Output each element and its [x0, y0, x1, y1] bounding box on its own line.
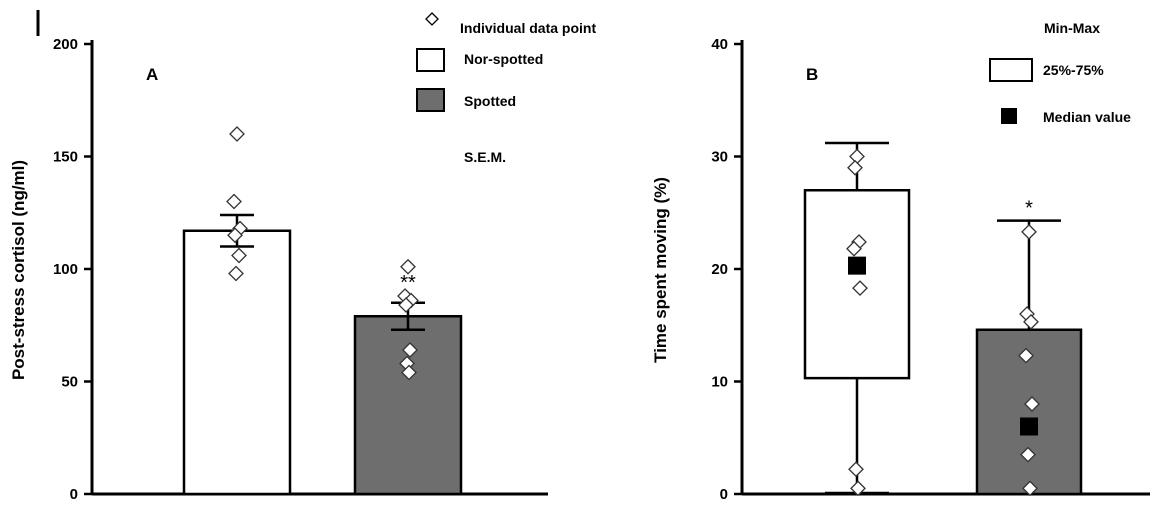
panel-a-individual-points	[226, 126, 419, 381]
individual-data-point	[228, 265, 244, 282]
significance-mark: *	[1025, 198, 1033, 220]
individual-data-point	[400, 258, 416, 275]
panel-b-individual-points	[846, 148, 1040, 497]
panel-a-y-tick-label: 0	[70, 486, 78, 503]
panel-a-y-tick-label: 150	[53, 149, 78, 166]
legend-item-spotted: Spotted	[464, 93, 516, 109]
individual-data-point	[1023, 313, 1039, 330]
individual-data-point	[850, 480, 866, 497]
legend-item-median: Median value	[1043, 109, 1131, 125]
individual-data-point	[226, 193, 242, 210]
individual-data-point	[852, 280, 868, 297]
median-marker	[1020, 417, 1038, 436]
panel-b-legend: Min-Max 25%-75% Median value	[989, 20, 1131, 125]
legend-diamond-marker	[425, 12, 439, 26]
individual-data-point	[398, 297, 414, 313]
individual-data-point	[848, 461, 864, 478]
individual-data-point	[401, 364, 417, 381]
legend-item-nor-spotted: Nor-spotted	[464, 51, 543, 67]
individual-data-point	[849, 148, 865, 165]
panel-b-y-tick-label: 20	[711, 261, 728, 278]
individual-data-point	[847, 159, 863, 176]
significance-mark: **	[400, 272, 416, 294]
panel-b-y-ticks: 0 10 20 30 40	[711, 36, 742, 503]
panel-a-label: A	[146, 65, 158, 84]
panel-a-legend: Individual data point Nor-spotted Spotte…	[416, 12, 596, 165]
panel-b-label: B	[806, 65, 818, 84]
individual-data-point	[1021, 223, 1037, 240]
individual-data-point	[227, 227, 243, 244]
individual-data-point	[1024, 396, 1040, 412]
panel-a-bars	[182, 229, 463, 496]
legend-item-individual: Individual data point	[460, 20, 596, 36]
legend-white-box-marker	[416, 48, 445, 72]
panel-a-y-tick-label: 50	[61, 374, 78, 391]
legend-item-sem: S.E.M.	[464, 149, 506, 165]
legend-item-min-max: Min-Max	[1044, 20, 1100, 36]
panel-a-y-axis-label: Post-stress cortisol (ng/ml)	[9, 160, 28, 380]
individual-data-point	[846, 240, 862, 257]
panel-a-significance: **	[400, 272, 416, 294]
median-marker	[848, 256, 866, 275]
panel-a: A Post-stress cortisol (ng/ml) 0 50 100 150…	[9, 10, 596, 503]
panel-b: B Time spent moving (%) 0 10 20 30 40 * Min-…	[651, 20, 1150, 503]
panel-b-y-tick-label: 10	[711, 374, 728, 391]
individual-data-point	[1022, 480, 1038, 497]
bar-spotted	[353, 315, 463, 496]
panel-a-y-tick-label: 200	[53, 36, 78, 53]
panel-a-y-ticks: 0 50 100 150 200	[53, 36, 92, 503]
panel-b-boxes	[803, 141, 1083, 496]
legend-gray-box-marker	[416, 88, 445, 112]
panel-a-y-tick-label: 100	[53, 261, 78, 278]
legend-median-marker	[1001, 108, 1017, 124]
legend-box-marker	[989, 58, 1033, 82]
panel-b-y-tick-label: 40	[711, 36, 728, 53]
individual-data-point	[231, 247, 247, 264]
individual-data-point	[229, 126, 245, 142]
legend-item-quartiles: 25%-75%	[1043, 62, 1104, 78]
panel-b-significance: *	[1025, 198, 1033, 220]
individual-data-point	[1020, 446, 1036, 463]
panel-b-y-tick-label: 0	[720, 486, 728, 503]
panel-b-y-tick-label: 30	[711, 149, 728, 166]
individual-data-point	[1018, 347, 1034, 364]
panel-b-y-axis-label: Time spent moving (%)	[651, 177, 670, 363]
individual-data-point	[402, 342, 418, 358]
